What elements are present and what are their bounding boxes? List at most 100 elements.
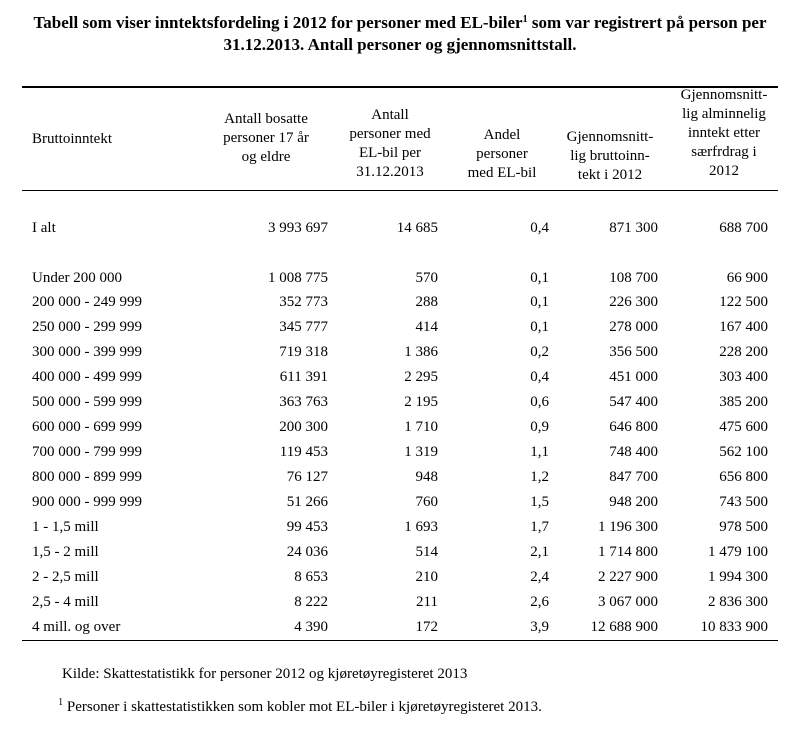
cell-col5: 743 500 [719, 494, 768, 510]
row-label: 500 000 - 599 999 [32, 394, 142, 410]
header-antall-bosatte: Antall bosatte personer 17 år og eldre [196, 110, 336, 167]
row-label: 2 - 2,5 mill [32, 569, 99, 585]
cell-col2: 1 710 [404, 419, 438, 435]
cell-col1: 8 653 [294, 569, 328, 585]
row-label: 400 000 - 499 999 [32, 369, 142, 385]
cell-col1: 51 266 [286, 494, 328, 510]
cell-col3: 1,5 [530, 494, 549, 510]
table-row: 800 000 - 899 999 76 127 948 1,2 847 700 656 … [0, 467, 800, 487]
cell-col3: 2,6 [530, 594, 549, 610]
cell-col1: 611 391 [279, 369, 328, 385]
cell-col2: 414 [415, 319, 439, 335]
cell-col5: 475 600 [719, 419, 768, 435]
cell-col1: 352 773 [279, 294, 328, 310]
cell-col3: 0,4 [530, 369, 549, 385]
table-row: 250 000 - 299 999 345 777 414 0,1 278 000 167… [0, 317, 800, 337]
row-label: 800 000 - 899 999 [32, 469, 142, 485]
footnote: 1 Personer i skattestatistikken som kobl… [40, 697, 560, 717]
table-title: Tabell som viser inntektsfordeling i 201… [20, 12, 780, 56]
header-gjennomsnittlig-alminnelig-inntekt: Gjennomsnitt- lig alminnelig inntekt ett… [664, 86, 784, 181]
cell-col2: 514 [415, 544, 439, 560]
header-line: 2012 [709, 163, 739, 179]
cell-col3: 0,1 [530, 294, 549, 310]
row-label: 1 - 1,5 mill [32, 519, 99, 535]
row-label: Under 200 000 [32, 270, 122, 286]
header-gjennomsnittlig-bruttoinntekt: Gjennomsnitt- lig bruttoinn- tekt i 2012 [552, 128, 668, 185]
header-line: lig alminnelig [682, 106, 766, 122]
table-row: 2 - 2,5 mill 8 653 210 2,4 2 227 900 1 994 30… [0, 567, 800, 587]
cell-col4: 1 196 300 [598, 519, 658, 535]
row-label: I alt [32, 220, 56, 236]
cell-col2: 211 [416, 594, 438, 610]
cell-col2: 172 [415, 619, 439, 635]
cell-col2: 1 319 [404, 444, 438, 460]
header-line: lig bruttoinn- [570, 148, 650, 164]
table-row: 400 000 - 499 999 611 391 2 295 0,4 451 000 3… [0, 367, 800, 387]
footnote-mark: 1 [58, 697, 64, 708]
cell-col4: 646 800 [609, 419, 658, 435]
cell-col1: 1 008 775 [268, 270, 328, 286]
cell-col5: 978 500 [719, 519, 768, 535]
cell-col4: 948 200 [609, 494, 658, 510]
cell-col3: 0,4 [530, 220, 549, 236]
cell-col3: 0,9 [530, 419, 549, 435]
top-rule [22, 86, 778, 88]
cell-col4: 847 700 [609, 469, 658, 485]
cell-col1: 363 763 [279, 394, 328, 410]
cell-col2: 570 [415, 270, 439, 286]
table-row: 2,5 - 4 mill 8 222 211 2,6 3 067 000 2 836 30… [0, 592, 800, 612]
row-label: 600 000 - 699 999 [32, 419, 142, 435]
cell-col1: 24 036 [286, 544, 328, 560]
title-part2: som var registrert på person per 31.12.2… [223, 13, 767, 54]
cell-col3: 0,6 [530, 394, 549, 410]
row-label: 2,5 - 4 mill [32, 594, 99, 610]
cell-col1: 200 300 [279, 419, 328, 435]
cell-col3: 0,2 [530, 344, 549, 360]
cell-col1: 8 222 [294, 594, 328, 610]
cell-col5: 122 500 [719, 294, 768, 310]
cell-col3: 2,1 [530, 544, 549, 560]
header-line: Antall [371, 107, 409, 123]
cell-col1: 345 777 [279, 319, 328, 335]
cell-col5: 1 479 100 [708, 544, 768, 560]
cell-col4: 1 714 800 [598, 544, 658, 560]
cell-col2: 210 [415, 569, 439, 585]
table-row: 300 000 - 399 999 719 318 1 386 0,2 356 500 2… [0, 342, 800, 362]
header-rule [22, 190, 778, 191]
cell-col2: 1 386 [404, 344, 438, 360]
cell-col2: 288 [415, 294, 439, 310]
cell-col5: 385 200 [719, 394, 768, 410]
cell-col5: 66 900 [726, 270, 768, 286]
source-note: Kilde: Skattestatistikk for personer 201… [62, 666, 468, 682]
cell-col2: 760 [415, 494, 439, 510]
header-antall-el-bil: Antall personer med EL-bil per 31.12.201… [330, 106, 450, 182]
table-row: 600 000 - 699 999 200 300 1 710 0,9 646 800 4… [0, 417, 800, 437]
header-line: EL-bil per [358, 145, 422, 161]
cell-col2: 14 685 [396, 220, 438, 236]
row-label: 250 000 - 299 999 [32, 319, 142, 335]
header-line: med EL-bil [467, 165, 537, 181]
cell-col3: 1,1 [530, 444, 549, 460]
table-row: Under 200 000 1 008 775 570 0,1 108 700 66 90… [0, 268, 800, 288]
cell-col3: 1,7 [530, 519, 549, 535]
row-label: 1,5 - 2 mill [32, 544, 99, 560]
header-bruttoinntekt: Bruttoinntekt [32, 131, 112, 147]
cell-col2: 2 195 [404, 394, 438, 410]
header-line: Gjennomsnitt- [566, 129, 654, 145]
cell-col3: 0,1 [530, 319, 549, 335]
cell-col5: 167 400 [719, 319, 768, 335]
cell-col5: 688 700 [719, 220, 768, 236]
cell-col4: 226 300 [609, 294, 658, 310]
header-line: personer 17 år [223, 130, 309, 146]
cell-col5: 2 836 300 [708, 594, 768, 610]
header-line: inntekt etter [687, 125, 761, 141]
header-line: Antall bosatte [224, 111, 308, 127]
header-line: særfrdrag i [691, 144, 757, 160]
table-row: I alt 3 993 697 14 685 0,4 871 300 688 700 [0, 218, 800, 238]
cell-col4: 871 300 [609, 220, 658, 236]
cell-col2: 1 693 [404, 519, 438, 535]
row-label: 900 000 - 999 999 [32, 494, 142, 510]
cell-col1: 119 453 [279, 444, 328, 460]
cell-col3: 1,2 [530, 469, 549, 485]
header-line: personer [476, 146, 528, 162]
